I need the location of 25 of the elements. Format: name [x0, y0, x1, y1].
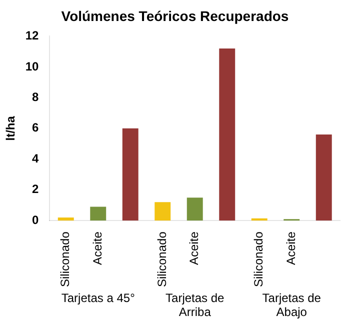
- y-tick-label: 12: [25, 28, 40, 43]
- bar: [186, 198, 203, 221]
- bar: [90, 206, 106, 221]
- bar: [316, 134, 332, 221]
- y-tick-label: 4: [32, 151, 40, 166]
- y-tick-label: 2: [32, 182, 40, 196]
- text: Tarjetas de Abajo: [262, 291, 322, 319]
- chart-title: Volúmenes Teóricos Recuperados: [60, 8, 290, 26]
- y-tick-label: 8: [32, 90, 40, 104]
- text: Tarjetas a 45°: [61, 291, 136, 305]
- x-tick-label: Aceite: [187, 231, 202, 265]
- y-tick-label: 10: [25, 59, 40, 74]
- bar: [154, 202, 171, 221]
- y-axis-title: lt/ha: [4, 116, 18, 141]
- x-tick-label: Aceite: [284, 231, 298, 265]
- text: Tarjetas de Arriba: [166, 291, 225, 319]
- y-tick-label: 6: [32, 120, 40, 135]
- x-tick-label: Siliconado: [252, 231, 266, 288]
- bar: [219, 48, 236, 221]
- bar: [122, 128, 138, 221]
- bar: [58, 218, 74, 221]
- x-tick-label: Aceite: [90, 231, 104, 265]
- x-tick-label: Siliconado: [58, 231, 72, 288]
- x-tick-label: Siliconado: [154, 231, 169, 288]
- y-tick-label: 0: [32, 212, 40, 227]
